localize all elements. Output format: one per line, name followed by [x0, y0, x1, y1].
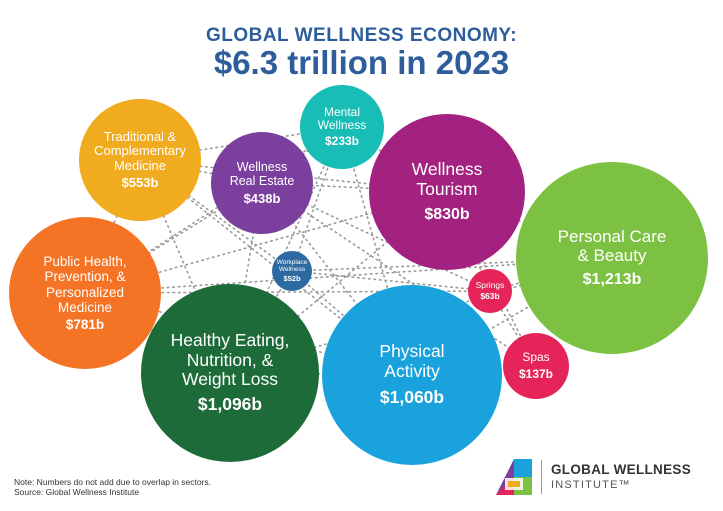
overlap-note: Note: Numbers do not add due to overlap … — [14, 477, 212, 487]
bubble-label: Workplace Wellness — [276, 258, 308, 273]
bubble-value: $137b — [518, 366, 554, 381]
bubble-label: Personal Care & Beauty — [557, 226, 667, 265]
bubble-value: $1,060b — [379, 387, 445, 408]
bubble-traditional-medicine: Traditional & Complementary Medicine $55… — [79, 99, 201, 221]
bubble-label: Wellness Tourism — [411, 159, 483, 199]
bubble-mental-wellness: Mental Wellness $233b — [300, 85, 384, 169]
bubble-physical-activity: Physical Activity $1,060b — [322, 285, 502, 465]
bubble-springs: Springs $63b — [468, 269, 512, 313]
source-note: Source: Global Wellness Institute — [14, 487, 140, 498]
bubble-value: $63b — [480, 291, 500, 302]
bubble-value: $438b — [243, 191, 281, 206]
bubble-value: $1,096b — [197, 393, 263, 414]
bubble-value: $553b — [121, 175, 159, 191]
bubble-value: $52b — [283, 274, 301, 284]
title-line-2: $6.3 trillion in 2023 — [213, 44, 510, 81]
bubble-public-health: Public Health, Prevention, & Personalize… — [9, 217, 161, 369]
title-line-1: GLOBAL WELLNESS ECONOMY: — [205, 25, 518, 46]
bubble-label: Healthy Eating, Nutrition, & Weight Loss — [170, 330, 290, 390]
bubble-label: Wellness Real Estate — [229, 160, 295, 188]
bubble-label: Traditional & Complementary Medicine — [94, 128, 186, 173]
logo-text-secondary: INSTITUTE™ — [551, 479, 631, 491]
bubble-personal-care: Personal Care & Beauty $1,213b — [516, 162, 708, 354]
logo-text-primary: GLOBAL WELLNESS — [551, 462, 692, 477]
bubble-value: $1,213b — [582, 271, 642, 289]
bubble-value: $233b — [324, 134, 360, 149]
footnote: Note: Numbers do not add due to overlap … — [14, 477, 211, 497]
bubble-label: Public Health, Prevention, & Personalize… — [43, 254, 127, 315]
bubble-value: $830b — [424, 205, 470, 223]
bubble-spas: Spas $137b — [503, 333, 569, 399]
bubble-healthy-eating: Healthy Eating, Nutrition, & Weight Loss… — [141, 284, 319, 462]
bubble-wellness-tourism: Wellness Tourism $830b — [369, 114, 525, 270]
bubble-wellness-real-estate: Wellness Real Estate $438b — [211, 132, 313, 234]
bubble-label: Physical Activity — [379, 340, 445, 381]
bubble-value: $781b — [65, 316, 105, 332]
bubble-workplace-wellness: Workplace Wellness $52b — [272, 251, 312, 291]
logo-divider — [541, 460, 542, 494]
bubble-label: Mental Wellness — [317, 104, 367, 132]
bubble-label: Spas — [522, 350, 550, 365]
bubble-label: Springs — [475, 279, 505, 290]
gwi-logo-icon — [494, 457, 534, 497]
